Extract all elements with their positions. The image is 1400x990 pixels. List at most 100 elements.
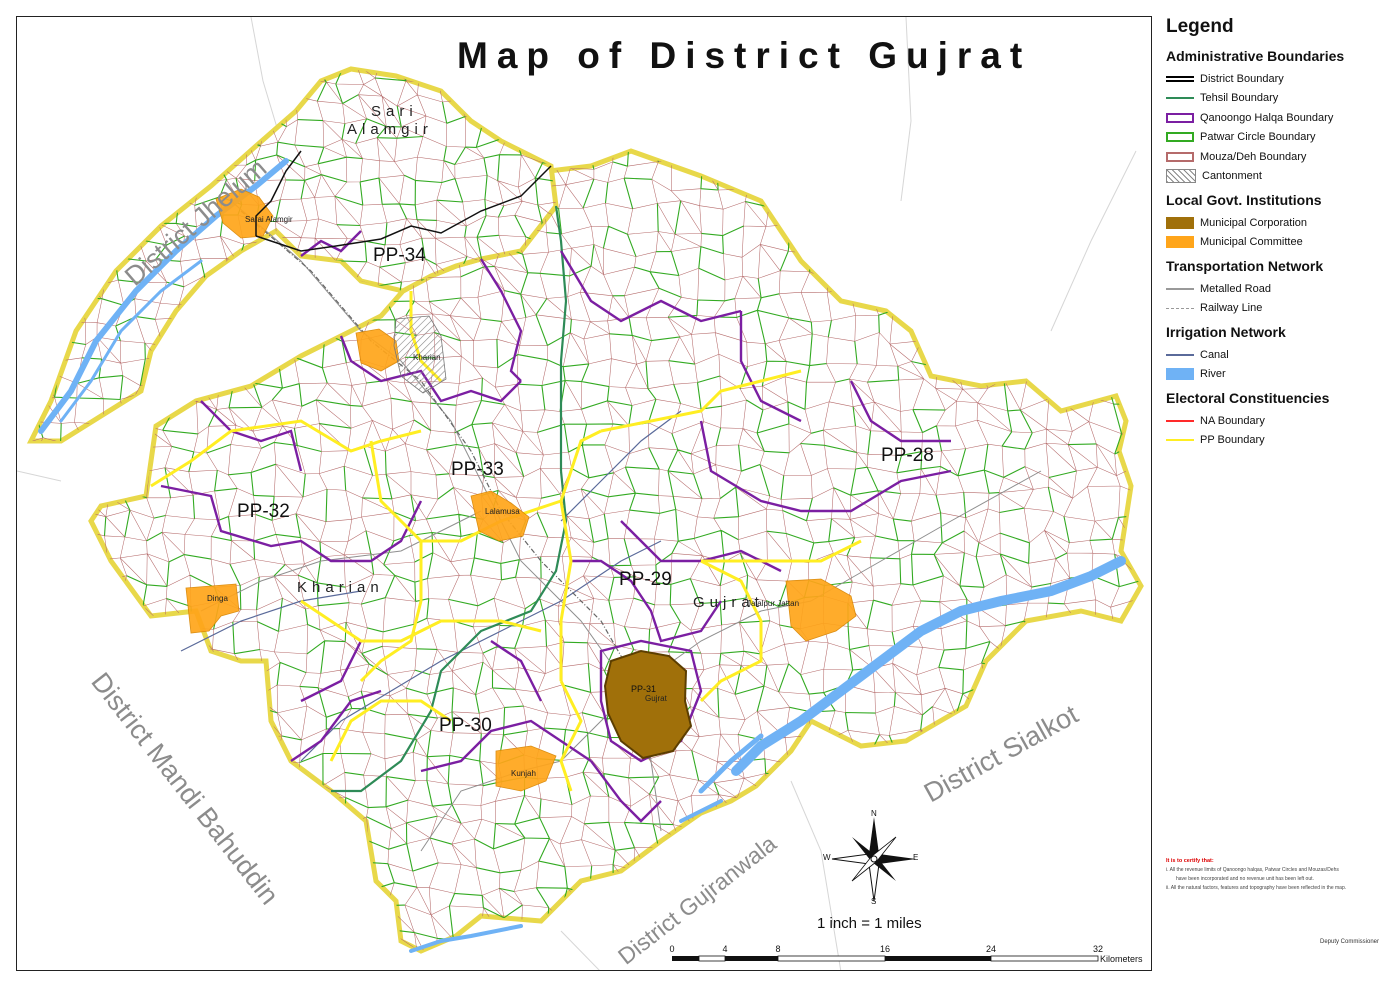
legend-section-title: Irrigation Network (1166, 324, 1286, 340)
rivers (38, 158, 1126, 953)
legend-symbol-double-line (1166, 75, 1194, 82)
label-pp-34: PP-34 (373, 245, 426, 266)
cantonment-kharian (393, 315, 447, 394)
mc-dinga (185, 583, 240, 634)
legend-label: Cantonment (1202, 170, 1262, 183)
legend-symbol-line (1166, 439, 1194, 442)
legend-item: Mouza/Deh Boundary (1166, 147, 1396, 167)
roads (200, 200, 1042, 852)
label-pp-31: PP-31 (631, 684, 657, 694)
legend-symbol-box (1166, 112, 1194, 123)
legend-item: NA Boundary (1166, 411, 1396, 431)
label-pp-28: PP-28 (881, 445, 934, 466)
scale-bar (672, 955, 1099, 962)
district-sarai-alamgir-area[interactable] (26, 66, 559, 444)
legend-symbol-line (1166, 97, 1194, 100)
mc-jalalpur-jattan (785, 578, 857, 642)
scale-tick-16: 16 (879, 944, 891, 954)
legend-label: River (1200, 368, 1226, 381)
legend-label: PP Boundary (1200, 434, 1265, 447)
legend-item: Patwar Circle Boundary (1166, 128, 1396, 148)
river-chenab (731, 556, 1126, 776)
scale-tick-24: 24 (985, 944, 997, 954)
compass-e: E (913, 853, 919, 862)
legend-symbol-hatch (1166, 169, 1196, 184)
legend-item: Qanoongo Halqa Boundary (1166, 108, 1396, 128)
legend-label: Municipal Committee (1200, 236, 1303, 249)
legend-label: Qanoongo Halqa Boundary (1200, 111, 1334, 124)
map-title: Map of District Gujrat (457, 35, 1032, 76)
legend-item: Municipal Corporation (1166, 213, 1396, 233)
certification-line-2: have been incorporated and no revenue un… (1176, 876, 1314, 882)
scale-tick-8: 8 (775, 944, 781, 954)
municipal-committees (185, 188, 857, 792)
legend-symbol-box (1166, 132, 1194, 143)
certification-line-1: i. All the revenue limits of Qanoongo ha… (1166, 867, 1339, 873)
legend-item: River (1166, 365, 1396, 385)
legend-symbol-fill (1166, 236, 1194, 249)
river-chenab-branch (698, 733, 764, 794)
legend-label: Mouza/Deh Boundary (1200, 150, 1307, 163)
legend-item: Railway Line (1166, 299, 1396, 319)
legend-item: Cantonment (1166, 167, 1396, 187)
map-canvas[interactable] (17, 17, 1152, 971)
legend-section-title: Local Govt. Institutions (1166, 192, 1322, 208)
legend-section-title: Administrative Boundaries (1166, 48, 1345, 64)
legend-item: District Boundary (1166, 69, 1396, 89)
legend-section-title: Transportation Network (1166, 258, 1324, 274)
legend-item: Tehsil Boundary (1166, 89, 1396, 109)
label-town-jalalpur-jattan: Jalalpur Jattan (747, 599, 800, 608)
legend-item: PP Boundary (1166, 431, 1396, 451)
certification-note: It is to certify that: i. All the revenu… (1166, 857, 1396, 893)
label-town-sarai-alamgir: Sarai Alamgir (245, 215, 293, 224)
qanoongo-boundaries (160, 230, 952, 823)
river-jhelum-branch (59, 259, 203, 423)
mc-lalamusa (470, 490, 530, 542)
pp-boundaries (150, 291, 862, 792)
certification-line-3: ii. All the natural factors, features an… (1166, 885, 1347, 891)
legend-symbol-box (1166, 151, 1194, 162)
river-lower-2 (679, 799, 723, 823)
scale-tick-32: 32 (1092, 944, 1104, 954)
label-pp-29: PP-29 (619, 569, 672, 590)
tehsil-boundaries (331, 205, 568, 793)
legend-item: Metalled Road (1166, 279, 1396, 299)
label-tehsil-sarai-line2: Alamgir (347, 121, 433, 138)
compass-rose (831, 817, 916, 902)
label-tehsil-gujrat: Gujrat (693, 594, 764, 611)
scale-tick-4: 4 (722, 944, 728, 954)
legend-symbol-line (1166, 353, 1194, 356)
compass-n: N (871, 809, 877, 818)
legend-section-title: Electoral Constituencies (1166, 390, 1330, 406)
legend-symbol-fill (1166, 368, 1194, 381)
legend-label: District Boundary (1200, 72, 1284, 85)
label-pp-32: PP-32 (237, 501, 290, 522)
label-tehsil-sarai-line1: Sari (371, 103, 418, 120)
label-town-gujrat: Gujrat (645, 694, 667, 703)
legend-sections: Administrative Boundaries District Bounda… (1166, 48, 1396, 450)
label-town-kunjah: Kunjah (511, 769, 536, 778)
scale-unit: Kilometers (1100, 954, 1143, 964)
pp-34-divider (255, 150, 552, 252)
legend-label: Railway Line (1200, 302, 1263, 315)
label-pp-30: PP-30 (439, 715, 492, 736)
legend-label: Patwar Circle Boundary (1200, 131, 1316, 144)
railway-line (240, 210, 642, 692)
legend-symbol-dash (1166, 307, 1194, 309)
legend-label: Metalled Road (1200, 282, 1271, 295)
scale-statement: 1 inch = 1 miles (817, 915, 922, 932)
certification-title: It is to certify that: (1166, 858, 1214, 864)
municipal-corporation-gujrat (603, 649, 693, 760)
legend-label: NA Boundary (1200, 414, 1265, 427)
label-town-dinga: Dinga (207, 594, 228, 603)
mc-kunjah (495, 745, 557, 792)
legend-item: Canal (1166, 345, 1396, 365)
district-main-area[interactable] (88, 148, 1144, 954)
label-tehsil-kharian: Kharian (297, 579, 384, 596)
compass-w: W (823, 853, 831, 862)
legend-symbol-line (1166, 287, 1194, 290)
scale-tick-0: 0 (669, 944, 675, 954)
signature-deputy-commissioner: Deputy Commissioner (1320, 939, 1380, 945)
legend-label: Tehsil Boundary (1200, 92, 1279, 105)
compass-s: S (871, 897, 877, 906)
